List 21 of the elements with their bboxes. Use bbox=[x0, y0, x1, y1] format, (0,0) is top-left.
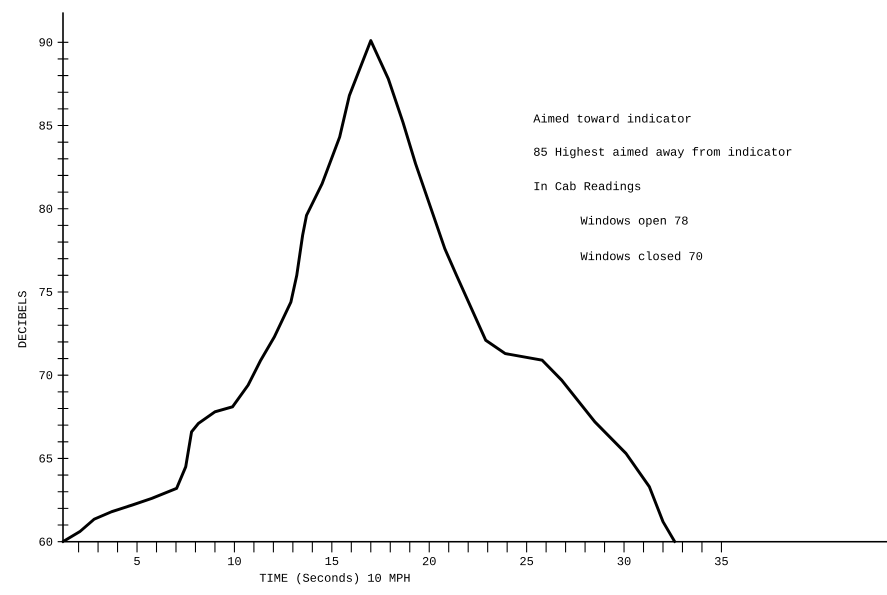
x-tick-label: 10 bbox=[228, 557, 241, 566]
y-axis-title: DECIBELS bbox=[18, 291, 26, 348]
y-tick-label: 85 bbox=[39, 121, 52, 130]
x-tick-label: 15 bbox=[325, 557, 338, 566]
x-tick-label: 25 bbox=[520, 557, 534, 566]
y-tick-label: 75 bbox=[39, 288, 52, 296]
x-tick-label: 5 bbox=[134, 557, 140, 566]
annotation: Windows closed 70 bbox=[580, 251, 702, 260]
y-tick-label: 65 bbox=[39, 454, 52, 463]
x-axis-title: TIME (Seconds) 10 MPH bbox=[260, 573, 410, 584]
annotation: 85 Highest aimed away from indicator bbox=[534, 147, 792, 158]
y-tick-label: 80 bbox=[39, 204, 52, 213]
x-tick-label: 20 bbox=[422, 557, 436, 566]
annotation: Windows open 78 bbox=[580, 216, 688, 228]
y-tick-label: 90 bbox=[39, 38, 52, 46]
y-tick-label: 60 bbox=[39, 538, 52, 546]
x-tick-label: 35 bbox=[714, 557, 728, 566]
annotation: Aimed toward indicator bbox=[533, 114, 691, 123]
x-tick-label: 30 bbox=[618, 557, 630, 566]
annotation: In Cab Readings bbox=[534, 181, 640, 193]
y-tick-label: 70 bbox=[39, 371, 52, 380]
